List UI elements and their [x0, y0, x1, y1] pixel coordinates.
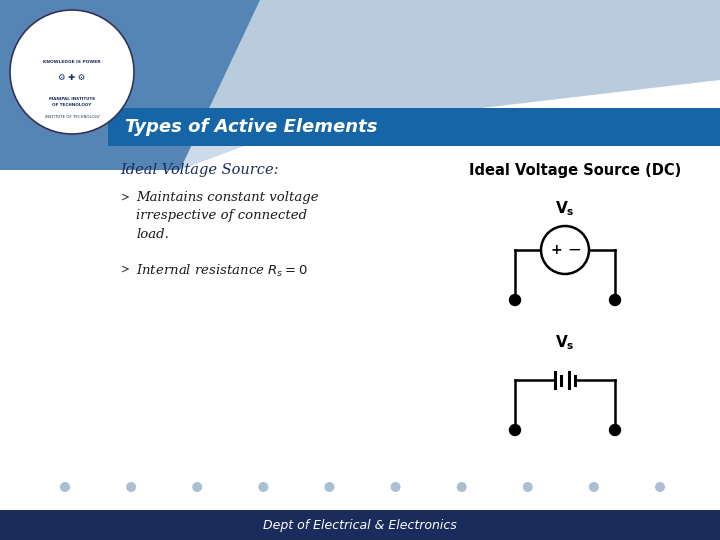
- Text: KNOWLEDGE IS POWER: KNOWLEDGE IS POWER: [43, 60, 101, 64]
- Text: Maintains constant voltage
irrespective of connected
load.: Maintains constant voltage irrespective …: [136, 191, 319, 241]
- Polygon shape: [155, 0, 720, 170]
- Circle shape: [655, 482, 665, 492]
- FancyBboxPatch shape: [0, 510, 720, 540]
- Text: $\mathbf{V_s}$: $\mathbf{V_s}$: [555, 333, 575, 352]
- Circle shape: [258, 482, 269, 492]
- Circle shape: [541, 226, 589, 274]
- Text: Dept of Electrical & Electronics: Dept of Electrical & Electronics: [263, 518, 457, 531]
- Text: MANIPAL INSTITUTE
OF TECHNOLOGY: MANIPAL INSTITUTE OF TECHNOLOGY: [49, 97, 95, 107]
- Circle shape: [523, 482, 533, 492]
- Text: −: −: [567, 241, 581, 259]
- Polygon shape: [155, 0, 720, 140]
- FancyBboxPatch shape: [108, 108, 720, 146]
- Circle shape: [510, 294, 521, 306]
- Text: $\mathbf{V_s}$: $\mathbf{V_s}$: [555, 199, 575, 218]
- Text: +: +: [550, 243, 562, 257]
- Circle shape: [325, 482, 335, 492]
- Text: INSTITUTE OF TECHNOLOGY: INSTITUTE OF TECHNOLOGY: [45, 115, 99, 119]
- Polygon shape: [0, 0, 155, 155]
- Circle shape: [10, 10, 134, 134]
- Text: Ideal Voltage Source (DC): Ideal Voltage Source (DC): [469, 163, 681, 178]
- Circle shape: [60, 482, 70, 492]
- Circle shape: [510, 424, 521, 435]
- Text: Types of Active Elements: Types of Active Elements: [125, 118, 377, 136]
- Polygon shape: [0, 0, 260, 170]
- Circle shape: [610, 294, 621, 306]
- Circle shape: [456, 482, 467, 492]
- Circle shape: [390, 482, 400, 492]
- Circle shape: [610, 424, 621, 435]
- Circle shape: [126, 482, 136, 492]
- Circle shape: [192, 482, 202, 492]
- Text: Ideal Voltage Source:: Ideal Voltage Source:: [120, 163, 279, 177]
- Text: Internal resistance $R_s = 0$: Internal resistance $R_s = 0$: [136, 263, 307, 279]
- Circle shape: [589, 482, 599, 492]
- Text: ⚙ ✚ ⚙: ⚙ ✚ ⚙: [58, 72, 86, 82]
